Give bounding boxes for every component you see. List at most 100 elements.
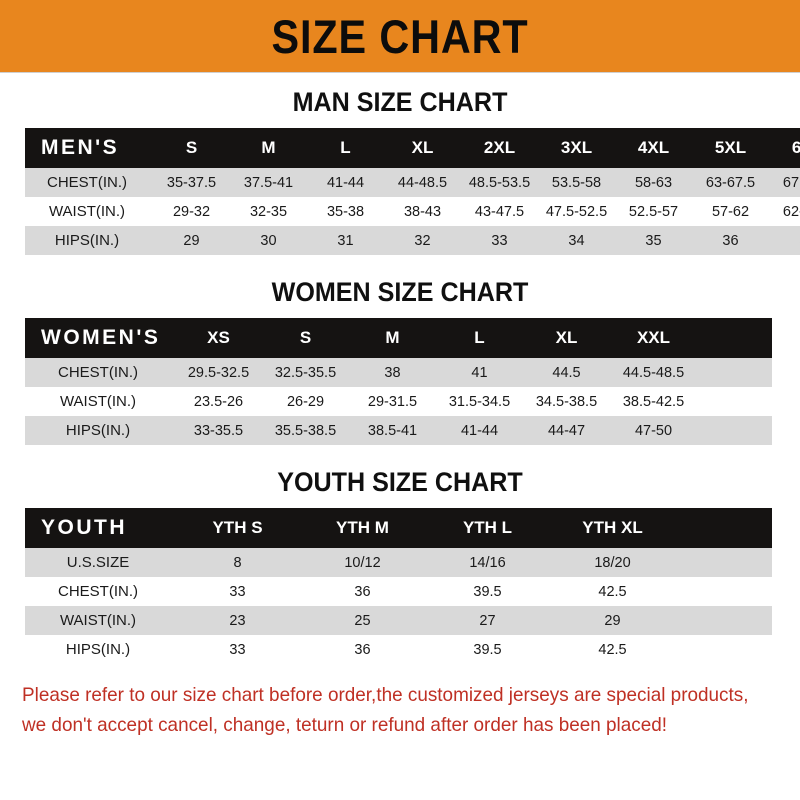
man-size-header-3xl: 3XL [560,138,593,157]
women-chest-s: 32.5-35.5 [274,364,337,381]
women-waist-xs: 23.5-26 [193,393,244,410]
man-size-header-4xl: 4XL [637,138,670,157]
women-row-label-hips: HIPS(IN.) [65,422,131,439]
youth-ussize-m: 10/12 [344,554,381,571]
women-size-header-xs: XS [207,328,230,347]
women-hips-spacer [697,416,772,445]
man-waist-xl: 38-43 [403,203,442,220]
man-table-head: MEN'S S M L XL 2XL 3XL 4XL 5XL 6XL [25,128,800,168]
man-row-label-chest: CHEST(IN.) [47,174,127,191]
youth-size-header-xl: YTH XL [582,518,643,537]
man-size-header-2xl: 2XL [483,138,516,157]
man-table-body: CHEST(IN.) 35-37.5 37.5-41 41-44 44-48.5… [25,168,800,255]
youth-hips-s: 33 [229,641,246,658]
youth-header-spacer [675,508,772,548]
page-title: SIZE CHART [271,9,529,63]
disclaimer-line-1: Please refer to our size chart before or… [22,684,749,706]
youth-chest-xl: 42.5 [598,583,627,600]
women-hips-xs: 33-35.5 [193,422,244,439]
youth-size-table: YOUTH YTH S YTH M YTH L YTH XL U.S.SIZE … [25,508,772,664]
table-row: WAIST(IN.) 29-32 32-35 35-38 38-43 43-47… [25,197,800,226]
women-hips-m: 38.5-41 [367,422,418,439]
table-row: WAIST(IN.) 23 25 27 29 [25,606,772,635]
man-hips-4xl: 35 [645,232,662,249]
youth-ussize-s: 8 [233,554,242,571]
women-section-title: WOMEN SIZE CHART [271,277,529,307]
women-hips-xxl: 47-50 [634,422,673,439]
youth-waist-xl: 29 [604,612,621,629]
man-hips-6xl: 37 [769,226,800,255]
man-waist-3xl: 47.5-52.5 [545,203,608,220]
man-waist-m: 32-35 [249,203,288,220]
women-hips-l: 41-44 [460,422,499,439]
youth-table-body: U.S.SIZE 8 10/12 14/16 18/20 CHEST(IN.) … [25,548,772,664]
man-chest-xl: 44-48.5 [397,174,448,191]
man-header-row: MEN'S S M L XL 2XL 3XL 4XL 5XL 6XL [25,128,800,168]
table-row: HIPS(IN.) 33 36 39.5 42.5 [25,635,772,664]
women-size-header-l: L [474,328,485,347]
women-table-wrapper: WOMEN'S XS S M L XL XXL CHEST(IN.) 29.5-… [25,318,772,445]
women-table-head: WOMEN'S XS S M L XL XXL [25,318,772,358]
order-disclaimer-note: Please refer to our size chart before or… [22,680,759,740]
youth-row-label-chest: CHEST(IN.) [58,583,138,600]
youth-size-header-l: YTH L [462,518,513,537]
youth-chest-s: 33 [229,583,246,600]
man-chest-5xl: 63-67.5 [705,174,756,191]
man-size-header-l: L [340,138,351,157]
table-row: HIPS(IN.) 29 30 31 32 33 34 35 36 37 [25,226,800,255]
man-chest-s: 35-37.5 [166,174,217,191]
man-row-label-waist: WAIST(IN.) [48,203,126,220]
man-size-table: MEN'S S M L XL 2XL 3XL 4XL 5XL 6XL CHEST… [25,128,800,255]
man-chest-2xl: 48.5-53.5 [468,174,531,191]
women-chest-m: 38 [384,364,401,381]
disclaimer-line-2: we don't accept cancel, change, teturn o… [22,714,668,737]
youth-size-header-m: YTH M [336,518,389,537]
man-table-wrapper: MEN'S S M L XL 2XL 3XL 4XL 5XL 6XL CHEST… [25,128,800,255]
women-table-body: CHEST(IN.) 29.5-32.5 32.5-35.5 38 41 44.… [25,358,772,445]
table-row: CHEST(IN.) 33 36 39.5 42.5 [25,577,772,606]
women-waist-xxl: 38.5-42.5 [622,393,685,410]
man-hips-xl: 32 [414,232,431,249]
youth-ussize-l: 14/16 [469,554,506,571]
man-size-header-5xl: 5XL [714,138,747,157]
man-waist-s: 29-32 [172,203,211,220]
youth-table-wrapper: YOUTH YTH S YTH M YTH L YTH XL U.S.SIZE … [25,508,772,664]
youth-hips-spacer [675,635,772,664]
man-hips-m: 30 [260,232,277,249]
man-waist-2xl: 43-47.5 [474,203,525,220]
youth-row-label-ussize: U.S.SIZE [66,554,130,571]
youth-waist-s: 23 [229,612,246,629]
man-section-title: MAN SIZE CHART [292,87,508,117]
man-size-header-m: M [261,138,276,157]
man-waist-5xl: 57-62 [711,203,750,220]
man-size-header-xl: XL [411,138,434,157]
youth-waist-l: 27 [479,612,496,629]
man-waist-l: 35-38 [326,203,365,220]
youth-row-label-hips: HIPS(IN.) [65,641,131,658]
man-chest-l: 41-44 [326,174,365,191]
youth-size-header-s: YTH S [212,518,263,537]
youth-waist-spacer [675,606,772,635]
youth-ussize-xl: 18/20 [594,554,631,571]
man-waist-6xl: 62-66.5 [782,203,800,220]
man-hips-s: 29 [183,232,200,249]
women-waist-l: 31.5-34.5 [448,393,511,410]
youth-chest-spacer [675,577,772,606]
man-hips-5xl: 36 [722,232,739,249]
women-size-table: WOMEN'S XS S M L XL XXL CHEST(IN.) 29.5-… [25,318,772,445]
man-chest-4xl: 58-63 [634,174,673,191]
youth-section-title: YOUTH SIZE CHART [277,467,523,497]
youth-hips-m: 36 [354,641,371,658]
women-size-header-s: S [299,328,312,347]
women-row-label-chest: CHEST(IN.) [58,364,138,381]
women-waist-spacer [697,387,772,416]
man-hips-3xl: 34 [568,232,585,249]
youth-chest-m: 36 [354,583,371,600]
table-row: CHEST(IN.) 29.5-32.5 32.5-35.5 38 41 44.… [25,358,772,387]
man-row-label-hips: HIPS(IN.) [54,232,120,249]
man-chest-m: 37.5-41 [243,174,294,191]
man-hips-2xl: 33 [491,232,508,249]
table-row: CHEST(IN.) 35-37.5 37.5-41 41-44 44-48.5… [25,168,800,197]
women-chest-spacer [697,358,772,387]
